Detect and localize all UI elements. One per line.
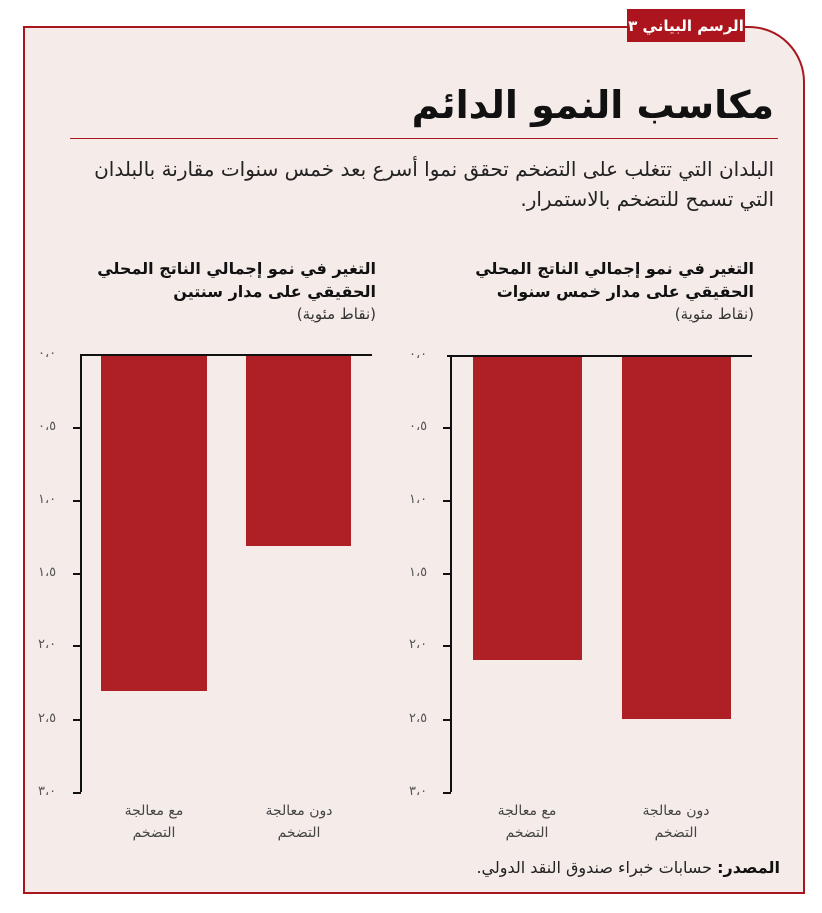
y-tick-label: ١،٠ xyxy=(409,492,428,507)
y-tick xyxy=(73,427,81,429)
category-line2: التضخم xyxy=(132,825,176,841)
figure-label: الرسم البياني ٣ xyxy=(627,9,745,42)
y-tick-label: ٠،٠ xyxy=(38,346,57,361)
zero-baseline xyxy=(80,354,372,356)
y-tick-label: ٢،٥ xyxy=(409,711,428,726)
category-label-with: مع معالجة التضخم xyxy=(89,800,219,844)
panel-title-line2: الحقيقي على مدار خمس سنوات xyxy=(496,282,754,301)
panel-unit: (نقاط مئوية) xyxy=(296,305,376,323)
y-tick xyxy=(443,500,451,502)
chart-subtitle: البلدان التي تتغلب على التضخم تحقق نموا … xyxy=(94,157,774,211)
panel-unit: (نقاط مئوية) xyxy=(674,305,754,323)
source-text: حسابات خبراء صندوق النقد الدولي. xyxy=(476,858,718,877)
y-tick-label: ١،٥ xyxy=(409,565,428,580)
y-tick-label: ٠،٠ xyxy=(409,347,428,362)
source-label: المصدر: xyxy=(717,858,780,877)
category-label-without: دون معالجة التضخم xyxy=(234,800,364,844)
y-tick xyxy=(443,645,451,647)
bar-without-treatment xyxy=(246,356,351,546)
y-tick-label: ١،٠ xyxy=(38,492,57,507)
category-line1: مع معالجة xyxy=(497,803,557,819)
panel-title-five-years: التغير في نمو إجمالي الناتج المحلي الحقي… xyxy=(414,257,754,326)
y-tick xyxy=(73,573,81,575)
y-tick xyxy=(443,427,451,429)
panel-title-line2: الحقيقي على مدار سنتين xyxy=(173,282,376,301)
chart-title: مكاسب النمو الدائم xyxy=(411,83,774,127)
panel-title-two-years: التغير في نمو إجمالي الناتج المحلي الحقي… xyxy=(36,257,376,326)
category-line1: مع معالجة xyxy=(124,803,184,819)
y-tick-label: ٢،٥ xyxy=(38,711,57,726)
y-tick xyxy=(73,792,81,794)
y-tick-label: ٠،٥ xyxy=(409,419,428,434)
category-line2: التضخم xyxy=(277,825,321,841)
y-tick-label: ٠،٥ xyxy=(38,419,57,434)
y-tick xyxy=(443,719,451,721)
title-divider xyxy=(70,138,778,139)
y-tick-label: ٣،٠ xyxy=(409,784,428,799)
y-tick xyxy=(73,719,81,721)
category-label-without: دون معالجة التضخم xyxy=(611,800,741,844)
category-line1: دون معالجة xyxy=(265,803,333,819)
y-tick-label: ٢،٠ xyxy=(409,637,428,652)
bar-with-treatment xyxy=(473,357,582,660)
y-tick-label: ٣،٠ xyxy=(38,784,57,799)
y-tick xyxy=(443,573,451,575)
panel-title-line1: التغير في نمو إجمالي الناتج المحلي xyxy=(475,259,754,278)
panel-title-line1: التغير في نمو إجمالي الناتج المحلي xyxy=(97,259,376,278)
category-line1: دون معالجة xyxy=(642,803,710,819)
category-label-with: مع معالجة التضخم xyxy=(462,800,592,844)
zero-baseline xyxy=(447,355,752,357)
category-line2: التضخم xyxy=(654,825,698,841)
bar-with-treatment xyxy=(101,356,207,691)
y-tick xyxy=(443,792,451,794)
y-axis xyxy=(80,355,82,792)
y-tick-label: ١،٥ xyxy=(38,565,57,580)
source-note: المصدر: حسابات خبراء صندوق النقد الدولي. xyxy=(476,858,780,877)
y-axis xyxy=(450,356,452,792)
y-tick xyxy=(73,645,81,647)
y-tick xyxy=(73,500,81,502)
bar-without-treatment xyxy=(622,357,731,719)
category-line2: التضخم xyxy=(505,825,549,841)
y-tick-label: ٢،٠ xyxy=(38,637,57,652)
